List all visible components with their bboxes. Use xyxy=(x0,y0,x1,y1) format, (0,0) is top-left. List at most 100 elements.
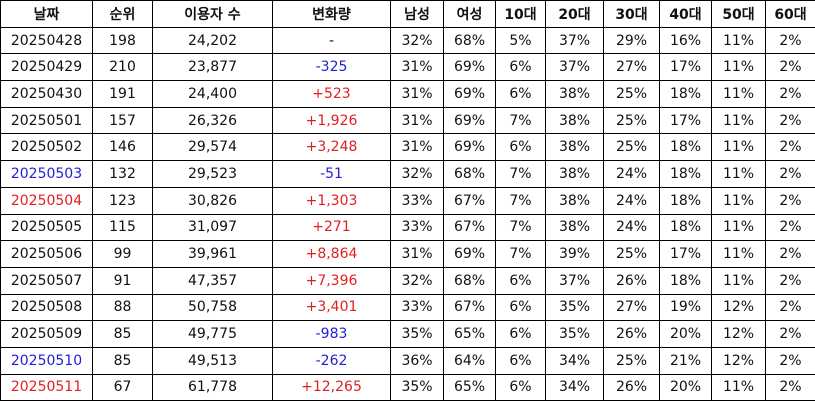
cell-age-30s: 24% xyxy=(603,186,660,215)
cell-age-30s: 25% xyxy=(603,80,660,108)
cell-age-50s: 11% xyxy=(711,373,766,401)
cell-users: 31,097 xyxy=(152,213,273,242)
cell-change: +3,401 xyxy=(272,293,391,322)
cell-change: -983 xyxy=(272,320,391,348)
cell-age-30s: 25% xyxy=(603,346,660,375)
cell-change: +271 xyxy=(272,213,391,242)
cell-age-50s: 11% xyxy=(711,80,766,108)
header-age-20s: 20대 xyxy=(545,0,604,28)
cell-age-10s: 7% xyxy=(495,186,546,215)
cell-female: 69% xyxy=(443,133,496,162)
cell-users: 49,513 xyxy=(152,346,273,375)
cell-female: 65% xyxy=(443,320,496,348)
cell-age-50s: 11% xyxy=(711,26,766,55)
header-age-50s: 50대 xyxy=(711,0,766,28)
cell-age-20s: 35% xyxy=(545,293,604,322)
cell-age-50s: 12% xyxy=(711,293,766,322)
cell-age-30s: 27% xyxy=(603,293,660,322)
table-row: 20250506 99 39,961 +8,864 31% 69% 7% 39% 25% 17% 1… xyxy=(0,240,815,268)
cell-rank: 132 xyxy=(92,160,153,188)
cell-rank: 157 xyxy=(92,106,153,135)
cell-age-40s: 21% xyxy=(659,346,712,375)
cell-change: +3,248 xyxy=(272,133,391,162)
cell-age-20s: 38% xyxy=(545,106,604,135)
cell-female: 69% xyxy=(443,240,496,268)
cell-age-10s: 6% xyxy=(495,373,546,401)
cell-age-20s: 34% xyxy=(545,373,604,401)
cell-age-40s: 19% xyxy=(659,293,712,322)
cell-users: 61,778 xyxy=(152,373,273,401)
cell-rank: 88 xyxy=(92,293,153,322)
cell-rank: 210 xyxy=(92,53,153,82)
cell-users: 24,202 xyxy=(152,26,273,55)
cell-rank: 91 xyxy=(92,266,153,295)
cell-users: 29,523 xyxy=(152,160,273,188)
cell-rank: 198 xyxy=(92,26,153,55)
cell-age-50s: 11% xyxy=(711,266,766,295)
table-row: 20250510 85 49,513 -262 36% 64% 6% 34% 25% 21% 12%… xyxy=(0,346,815,375)
header-users: 이용자 수 xyxy=(152,0,273,28)
header-male: 남성 xyxy=(390,0,444,28)
cell-age-40s: 18% xyxy=(659,186,712,215)
table-row: 20250503 132 29,523 -51 32% 68% 7% 38% 24% 18% 11%… xyxy=(0,160,815,188)
cell-age-20s: 38% xyxy=(545,80,604,108)
cell-female: 69% xyxy=(443,53,496,82)
cell-age-10s: 7% xyxy=(495,160,546,188)
cell-female: 67% xyxy=(443,186,496,215)
table-row: 20250428 198 24,202-32% 68% 5% 37% 29% 16% 11% 2% xyxy=(0,26,815,55)
cell-female: 68% xyxy=(443,266,496,295)
cell-age-40s: 18% xyxy=(659,133,712,162)
cell-age-10s: 6% xyxy=(495,293,546,322)
cell-age-60s: 2% xyxy=(765,373,815,401)
cell-change: +1,303 xyxy=(272,186,391,215)
cell-users: 26,326 xyxy=(152,106,273,135)
cell-rank: 191 xyxy=(92,80,153,108)
cell-age-30s: 29% xyxy=(603,26,660,55)
cell-age-10s: 6% xyxy=(495,133,546,162)
cell-rank: 146 xyxy=(92,133,153,162)
header-age-10s: 10대 xyxy=(495,0,546,28)
cell-female: 69% xyxy=(443,80,496,108)
cell-users: 50,758 xyxy=(152,293,273,322)
table-row: 20250501 157 26,326 +1,926 31% 69% 7% 38% 25% 17%… xyxy=(0,106,815,135)
cell-change: -51 xyxy=(272,160,391,188)
cell-age-60s: 2% xyxy=(765,186,815,215)
cell-date: 20250502 xyxy=(0,133,93,162)
cell-female: 64% xyxy=(443,346,496,375)
cell-age-40s: 17% xyxy=(659,106,712,135)
cell-age-60s: 2% xyxy=(765,106,815,135)
cell-users: 39,961 xyxy=(152,240,273,268)
cell-male: 31% xyxy=(390,80,444,108)
cell-age-10s: 6% xyxy=(495,53,546,82)
header-change: 변화량 xyxy=(272,0,391,28)
cell-age-20s: 38% xyxy=(545,213,604,242)
table-body: 20250428 198 24,202-32% 68% 5% 37% 29% 16% 11% 2%… xyxy=(0,26,815,401)
table-row: 20250505 115 31,097 +271 33% 67% 7% 38% 24% 18% 11… xyxy=(0,213,815,242)
header-age-30s: 30대 xyxy=(603,0,660,28)
table-row: 20250507 91 47,357 +7,396 32% 68% 6% 37% 26% 18% 1… xyxy=(0,266,815,295)
cell-date: 20250428 xyxy=(0,26,93,55)
header-rank: 순위 xyxy=(92,0,153,28)
cell-age-50s: 12% xyxy=(711,320,766,348)
cell-male: 33% xyxy=(390,186,444,215)
cell-age-30s: 26% xyxy=(603,373,660,401)
cell-male: 31% xyxy=(390,106,444,135)
table-row: 20250508 88 50,758 +3,401 33% 67% 6% 35% 27% 19% 1… xyxy=(0,293,815,322)
cell-change: +7,396 xyxy=(272,266,391,295)
cell-age-40s: 18% xyxy=(659,213,712,242)
cell-date: 20250504 xyxy=(0,186,93,215)
cell-age-40s: 20% xyxy=(659,373,712,401)
cell-age-10s: 6% xyxy=(495,320,546,348)
cell-users: 29,574 xyxy=(152,133,273,162)
cell-date: 20250507 xyxy=(0,266,93,295)
cell-age-60s: 2% xyxy=(765,346,815,375)
table-row: 20250430 191 24,400 +523 31% 69% 6% 38% 25% 18% 11… xyxy=(0,80,815,108)
cell-male: 33% xyxy=(390,293,444,322)
cell-age-40s: 18% xyxy=(659,266,712,295)
cell-change: +12,265 xyxy=(272,373,391,401)
cell-users: 49,775 xyxy=(152,320,273,348)
cell-male: 31% xyxy=(390,240,444,268)
cell-age-40s: 16% xyxy=(659,26,712,55)
table-row: 20250504 123 30,826 +1,303 33% 67% 7% 38% 24% 18%… xyxy=(0,186,815,215)
cell-users: 30,826 xyxy=(152,186,273,215)
